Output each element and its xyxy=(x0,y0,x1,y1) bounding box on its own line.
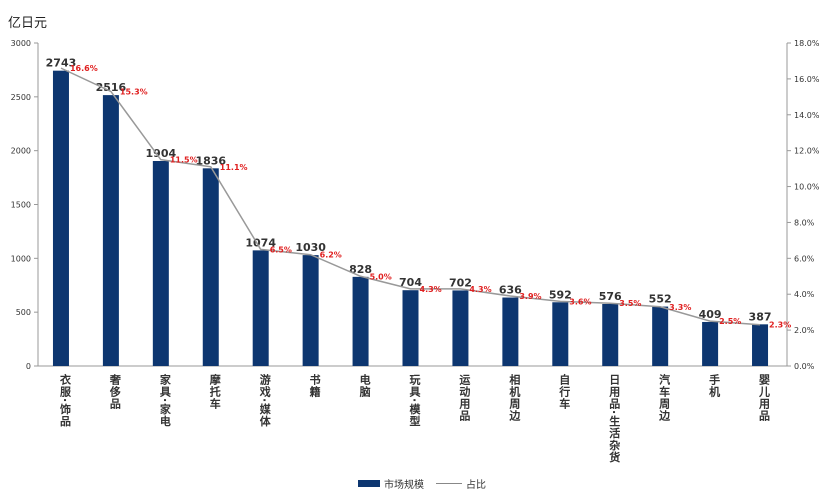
y-tick-label: 500 xyxy=(16,308,31,317)
x-tick-label: 手机 xyxy=(708,373,721,398)
x-tick-label: 衣服·饰品 xyxy=(58,373,71,428)
y-tick-label: 2000 xyxy=(11,147,31,156)
x-tick-label: 日用品·生活杂货 xyxy=(608,374,622,464)
x-tick-label: 婴儿用品 xyxy=(758,374,772,422)
bar-value-label: 636 xyxy=(499,284,522,297)
y2-tick-label: 14.0% xyxy=(794,111,820,120)
bar xyxy=(752,324,769,366)
x-tick-label: 摩托车 xyxy=(208,373,221,410)
bar xyxy=(702,321,719,366)
bar-value-label: 592 xyxy=(549,288,572,301)
bar xyxy=(252,250,269,366)
x-tick-label: 相机周边 xyxy=(508,373,522,422)
line-value-label: 11.5% xyxy=(170,156,198,165)
line-value-label: 16.6% xyxy=(70,64,98,73)
share-line xyxy=(60,67,761,326)
bar-value-label: 387 xyxy=(749,310,772,323)
line-value-label: 15.3% xyxy=(120,87,148,96)
legend: 市场规模 占比 xyxy=(358,476,486,491)
line-value-label: 2.5% xyxy=(719,317,741,326)
bar xyxy=(452,290,469,366)
line-value-label: 3.9% xyxy=(519,292,541,301)
bar xyxy=(552,302,569,366)
line-value-label: 11.1% xyxy=(220,163,248,172)
bar xyxy=(402,290,419,366)
x-tick-label: 游戏·媒体 xyxy=(258,373,272,428)
bar-value-label: 2743 xyxy=(46,57,77,70)
bar-value-label: 702 xyxy=(449,276,472,289)
line-value-label: 2.3% xyxy=(769,321,791,330)
bar-value-label: 576 xyxy=(599,290,622,303)
y2-tick-label: 18.0% xyxy=(794,39,820,48)
x-tick-label: 电脑 xyxy=(358,373,371,398)
y-axis-unit: 亿日元 xyxy=(8,16,48,31)
line-value-label: 5.0% xyxy=(370,272,392,281)
y-tick-label: 0 xyxy=(26,362,31,371)
x-tick-label: 自行车 xyxy=(558,373,572,410)
x-tick-label: 运动用品 xyxy=(458,374,471,422)
bar xyxy=(302,255,319,366)
bar-value-label: 2516 xyxy=(96,81,127,94)
bar-value-label: 1074 xyxy=(245,236,276,249)
line-value-label: 3.6% xyxy=(569,297,591,306)
y2-tick-label: 12.0% xyxy=(794,147,820,156)
y-tick-label: 1500 xyxy=(11,201,31,210)
line-value-label: 6.5% xyxy=(270,245,292,254)
bar-value-label: 704 xyxy=(399,276,422,289)
x-tick-label: 书籍 xyxy=(308,373,321,398)
bar xyxy=(652,306,669,366)
y-tick-label: 3000 xyxy=(11,39,31,48)
x-tick-label: 玩具·模型 xyxy=(408,374,421,428)
y2-tick-label: 6.0% xyxy=(794,254,815,263)
bar-value-label: 1030 xyxy=(295,241,326,254)
y-tick-label: 2500 xyxy=(11,93,31,102)
bar xyxy=(502,297,519,366)
bar-value-label: 1836 xyxy=(195,154,226,167)
legend-bar-swatch xyxy=(358,480,380,487)
legend-line-swatch xyxy=(436,483,462,484)
bar xyxy=(152,161,169,366)
x-tick-label: 奢侈品 xyxy=(108,373,122,410)
bar xyxy=(102,95,119,367)
bar xyxy=(602,303,619,366)
bar-value-label: 552 xyxy=(649,293,672,306)
bar-value-label: 409 xyxy=(699,308,722,321)
y2-tick-label: 8.0% xyxy=(794,218,815,227)
y2-tick-label: 4.0% xyxy=(794,290,815,299)
line-value-label: 3.5% xyxy=(619,299,641,308)
x-tick-label: 家具·家电 xyxy=(158,373,171,428)
line-value-label: 4.3% xyxy=(420,285,442,294)
x-tick-label: 汽车周边 xyxy=(658,373,672,422)
line-value-label: 3.3% xyxy=(669,303,691,312)
y2-tick-label: 10.0% xyxy=(794,183,820,192)
legend-line-label: 占比 xyxy=(466,480,486,491)
y-tick-label: 1000 xyxy=(11,254,31,263)
legend-bar-label: 市场规模 xyxy=(384,480,424,491)
y2-tick-label: 2.0% xyxy=(794,326,815,335)
line-value-label: 6.2% xyxy=(320,251,342,260)
bar xyxy=(52,70,69,366)
line-value-label: 4.3% xyxy=(469,285,491,294)
y2-tick-label: 0.0% xyxy=(794,362,815,371)
y2-tick-label: 16.0% xyxy=(794,75,820,84)
bar-value-label: 828 xyxy=(349,263,372,276)
bar xyxy=(202,168,219,366)
bar xyxy=(352,276,369,366)
